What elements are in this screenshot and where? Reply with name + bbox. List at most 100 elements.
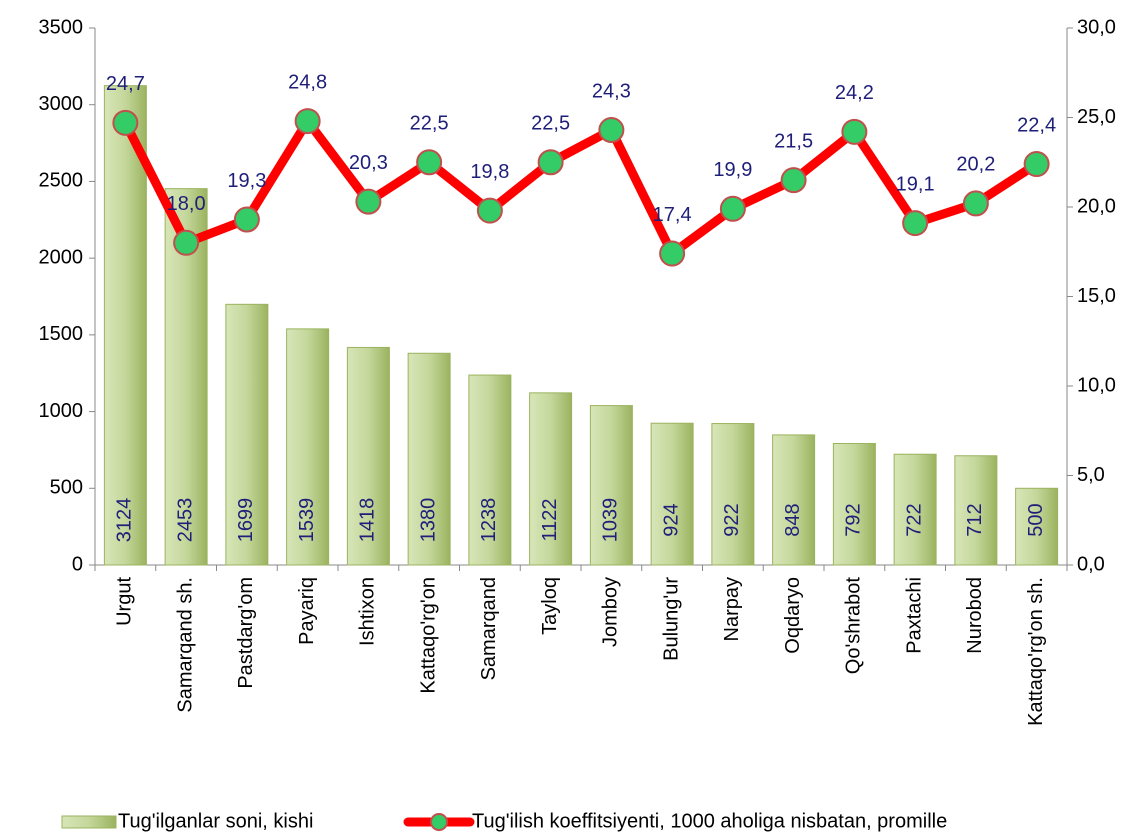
bar-label: 922 <box>721 503 743 536</box>
bar-label: 1699 <box>235 498 257 543</box>
line-marker <box>294 108 321 135</box>
line-label: 24,8 <box>288 71 327 93</box>
line-marker <box>1023 151 1050 178</box>
x-tick-label: Payariq <box>296 577 318 645</box>
bar-label: 1039 <box>600 498 622 543</box>
bar <box>772 434 816 566</box>
y2-tick-label: 30,0 <box>1077 16 1116 38</box>
bar-label: 1418 <box>357 498 379 543</box>
x-tick-label: Narpay <box>721 577 743 641</box>
line-marker <box>659 240 686 267</box>
bar-label: 848 <box>782 503 804 536</box>
bar-label: 1238 <box>478 498 500 543</box>
line-label: 19,3 <box>227 170 266 192</box>
bar <box>529 392 573 566</box>
x-tick-label: Oqdaryo <box>782 577 804 654</box>
y2-tick-label: 5,0 <box>1077 464 1105 486</box>
y-tick-label: 2000 <box>39 246 84 268</box>
y-tick-label: 1500 <box>39 323 84 345</box>
y-tick-label: 2500 <box>39 170 84 192</box>
line-label: 24,7 <box>106 73 145 95</box>
line-label: 24,2 <box>835 82 874 104</box>
bar-label: 712 <box>964 503 986 536</box>
x-tick-label: Bulung'ur <box>660 577 682 661</box>
line-marker <box>476 197 503 224</box>
line-label: 19,8 <box>470 161 509 183</box>
x-tick-label: Samarqand sh. <box>174 577 196 713</box>
bar-label: 2453 <box>174 498 196 543</box>
bar-label: 1122 <box>539 498 561 541</box>
line-marker <box>841 118 868 145</box>
bar-label: 924 <box>660 503 682 536</box>
legend-label: Tug'ilganlar soni, kishi <box>118 810 313 832</box>
line-marker <box>719 195 746 222</box>
y2-tick-label: 25,0 <box>1077 106 1116 128</box>
line-marker <box>355 188 382 215</box>
y2-tick-label: 10,0 <box>1077 374 1116 396</box>
x-tick-label: Kattaqo'rg'on <box>417 577 439 694</box>
line-marker <box>962 190 989 217</box>
x-tick-label: Tayloq <box>539 577 561 635</box>
bar <box>650 422 694 566</box>
bar-label: 792 <box>843 503 865 536</box>
bar <box>407 352 451 566</box>
x-tick-label: Ishtixon <box>357 577 379 646</box>
line <box>121 116 1040 259</box>
line-marker <box>598 117 625 144</box>
y-tick-label: 500 <box>50 477 83 499</box>
y-tick-label: 3500 <box>39 16 84 38</box>
line-label: 22,5 <box>410 113 449 135</box>
bar <box>225 303 269 566</box>
bar-label: 1380 <box>417 498 439 543</box>
bar <box>954 455 998 566</box>
y-tick-label: 1000 <box>39 400 84 422</box>
bar <box>589 405 633 566</box>
x-tick-label: Paxtachi <box>903 577 925 654</box>
line-label: 20,3 <box>349 152 388 174</box>
line-marker <box>233 206 260 233</box>
line-label: 22,4 <box>1017 114 1056 136</box>
line-label: 18,0 <box>167 193 206 215</box>
line-marker <box>173 229 200 256</box>
bar-label: 722 <box>903 503 925 536</box>
bar <box>346 346 390 566</box>
legend-label: Tug'ilish koeffitsiyenti, 1000 aholiga n… <box>472 810 947 832</box>
y-tick-label: 3000 <box>39 93 84 115</box>
line-label: 17,4 <box>653 204 692 226</box>
bar <box>893 453 937 566</box>
bar <box>468 374 512 566</box>
bar <box>286 328 330 566</box>
line-label: 21,5 <box>774 130 813 152</box>
line-label: 19,1 <box>896 173 935 195</box>
line-marker <box>902 210 929 237</box>
y2-tick-label: 15,0 <box>1077 285 1116 307</box>
y-tick-label: 0 <box>72 553 83 575</box>
bar <box>103 85 147 566</box>
legend-swatch <box>61 815 117 829</box>
bar-label: 1539 <box>296 498 318 543</box>
legend-marker <box>430 813 448 831</box>
x-tick-label: Samarqand <box>478 577 500 680</box>
x-tick-label: Pastdarg'om <box>235 577 257 689</box>
line-marker <box>112 109 139 136</box>
x-tick-label: Qo'shrabot <box>843 577 865 675</box>
bar <box>1015 487 1059 566</box>
bar-label: 500 <box>1025 503 1047 536</box>
y2-tick-label: 20,0 <box>1077 195 1116 217</box>
bar <box>832 442 876 566</box>
line-label: 19,9 <box>713 159 752 181</box>
bar <box>711 423 755 566</box>
y2-tick-label: 0,0 <box>1077 553 1105 575</box>
line-marker <box>537 149 564 176</box>
line-label: 24,3 <box>592 80 631 102</box>
x-tick-label: Urgut <box>114 577 136 626</box>
line-label: 20,2 <box>956 154 995 176</box>
x-tick-label: Kattaqo'rg'on sh. <box>1025 577 1047 726</box>
x-tick-label: Nurobod <box>964 577 986 654</box>
line-label: 22,5 <box>531 113 570 135</box>
line-marker <box>416 149 443 176</box>
x-tick-label: Jomboy <box>600 577 622 647</box>
bar-label: 3124 <box>114 498 136 543</box>
line-marker <box>780 167 807 194</box>
